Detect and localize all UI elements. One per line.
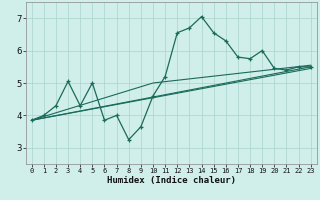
- X-axis label: Humidex (Indice chaleur): Humidex (Indice chaleur): [107, 176, 236, 185]
